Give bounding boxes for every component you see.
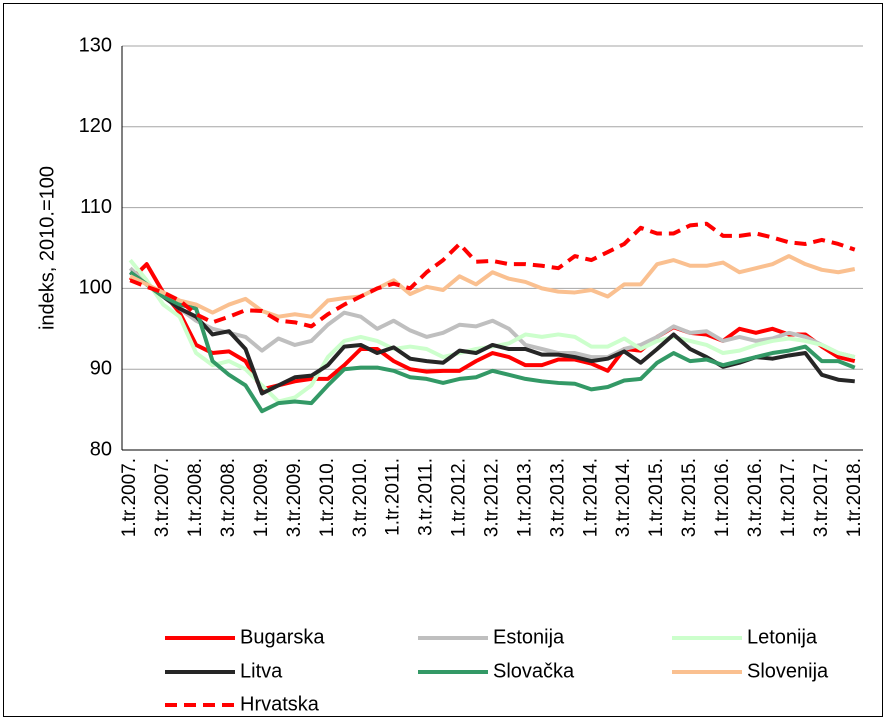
x-tick-label: 3.tr.2013. xyxy=(547,458,568,537)
x-tick-label: 3.tr.2010. xyxy=(350,458,371,537)
x-tick-label: 1.tr.2016. xyxy=(712,458,733,537)
x-tick-label: 3.tr.2009. xyxy=(284,458,305,537)
x-tick-label: 3.tr.2011. xyxy=(416,458,437,536)
x-tick-label: 1.tr.2011. xyxy=(383,458,404,536)
x-tick-label: 1.tr.2015. xyxy=(646,458,667,537)
x-tick-label: 1.tr.2017. xyxy=(778,458,799,537)
x-tick-label: 1.tr.2009. xyxy=(251,458,272,537)
x-tick-label: 1.tr.2008. xyxy=(185,458,206,537)
series-line xyxy=(129,254,856,319)
x-tick-label: 1.tr.2018. xyxy=(844,458,865,537)
x-tick-label: 3.tr.2016. xyxy=(745,458,766,537)
y-tick-label: 120 xyxy=(79,115,112,137)
x-tick-label: 3.tr.2008. xyxy=(218,458,239,537)
series-line xyxy=(128,262,856,392)
legend-label: Slovenija xyxy=(747,660,829,682)
y-tick-label: 100 xyxy=(79,277,112,299)
x-tick-label: 3.tr.2014. xyxy=(613,458,634,537)
x-tick-label: 3.tr.2015. xyxy=(679,458,700,537)
legend-label: Bugarska xyxy=(240,626,325,648)
y-tick-label: 90 xyxy=(90,357,112,379)
x-tick-label: 3.tr.2007. xyxy=(152,458,173,537)
series-line xyxy=(129,270,856,414)
series-line xyxy=(129,270,855,396)
x-tick-label: 1.tr.2007. xyxy=(119,458,140,537)
x-tick-label: 1.tr.2013. xyxy=(514,458,535,537)
y-tick-label: 110 xyxy=(80,196,112,218)
legend-label: Hrvatska xyxy=(240,693,320,715)
x-tick-label: 3.tr.2017. xyxy=(811,458,832,537)
y-axis-label: indeks, 2010.=100 xyxy=(36,166,58,330)
x-tick-label: 1.tr.2014. xyxy=(580,458,601,537)
x-tick-label: 1.tr.2010. xyxy=(317,458,338,537)
y-tick-label: 130 xyxy=(79,34,112,56)
x-tick-label: 3.tr.2012. xyxy=(482,458,503,537)
x-tick-label: 1.tr.2012. xyxy=(449,458,470,537)
legend-label: Litva xyxy=(240,660,283,682)
frame xyxy=(3,3,883,717)
y-tick-label: 80 xyxy=(90,438,112,460)
series-line xyxy=(128,266,856,360)
legend-label: Estonija xyxy=(493,626,565,648)
series-line xyxy=(129,221,856,329)
legend-label: Slovačka xyxy=(493,660,575,682)
legend-label: Letonija xyxy=(747,626,818,648)
